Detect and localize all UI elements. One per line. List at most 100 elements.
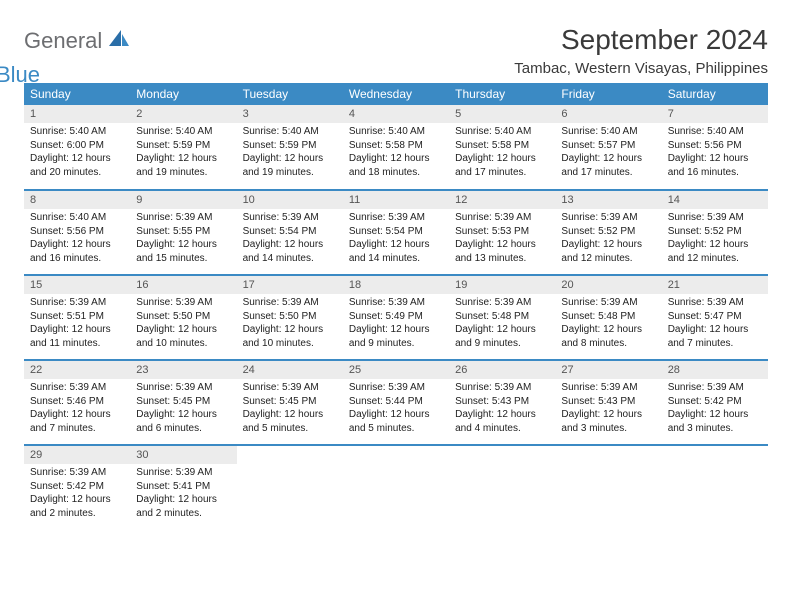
- daylight-line: Daylight: 12 hours and 2 minutes.: [30, 493, 124, 520]
- sunrise-line: Sunrise: 5:39 AM: [455, 211, 549, 225]
- header-right: September 2024 Tambac, Western Visayas, …: [514, 24, 768, 77]
- sunrise-line: Sunrise: 5:39 AM: [30, 466, 124, 480]
- day-number: 14: [662, 191, 768, 209]
- sunset-line: Sunset: 5:48 PM: [561, 310, 655, 324]
- day-details: Sunrise: 5:39 AMSunset: 5:46 PMDaylight:…: [24, 379, 130, 439]
- sunrise-line: Sunrise: 5:39 AM: [136, 381, 230, 395]
- calendar-day-cell: 18Sunrise: 5:39 AMSunset: 5:49 PMDayligh…: [343, 275, 449, 360]
- daylight-line: Daylight: 12 hours and 9 minutes.: [455, 323, 549, 350]
- calendar-page: General Blue September 2024 Tambac, West…: [0, 0, 792, 530]
- sunset-line: Sunset: 5:53 PM: [455, 225, 549, 239]
- day-details: Sunrise: 5:39 AMSunset: 5:47 PMDaylight:…: [662, 294, 768, 354]
- calendar-day-cell: 16Sunrise: 5:39 AMSunset: 5:50 PMDayligh…: [130, 275, 236, 360]
- day-number: 15: [24, 276, 130, 294]
- day-number: 1: [24, 105, 130, 123]
- calendar-day-cell: 17Sunrise: 5:39 AMSunset: 5:50 PMDayligh…: [237, 275, 343, 360]
- sunset-line: Sunset: 5:43 PM: [561, 395, 655, 409]
- calendar-day-cell: 4Sunrise: 5:40 AMSunset: 5:58 PMDaylight…: [343, 105, 449, 190]
- calendar-day-cell: [343, 445, 449, 530]
- sunrise-line: Sunrise: 5:39 AM: [561, 381, 655, 395]
- daylight-line: Daylight: 12 hours and 16 minutes.: [668, 152, 762, 179]
- day-details: Sunrise: 5:39 AMSunset: 5:44 PMDaylight:…: [343, 379, 449, 439]
- sunrise-line: Sunrise: 5:39 AM: [136, 466, 230, 480]
- day-number: 28: [662, 361, 768, 379]
- sunrise-line: Sunrise: 5:40 AM: [455, 125, 549, 139]
- day-details: Sunrise: 5:39 AMSunset: 5:50 PMDaylight:…: [130, 294, 236, 354]
- day-number: 10: [237, 191, 343, 209]
- daylight-line: Daylight: 12 hours and 5 minutes.: [349, 408, 443, 435]
- sunset-line: Sunset: 5:45 PM: [136, 395, 230, 409]
- sunset-line: Sunset: 5:56 PM: [668, 139, 762, 153]
- sunset-line: Sunset: 5:54 PM: [243, 225, 337, 239]
- day-details: Sunrise: 5:39 AMSunset: 5:45 PMDaylight:…: [237, 379, 343, 439]
- calendar-day-cell: 27Sunrise: 5:39 AMSunset: 5:43 PMDayligh…: [555, 360, 661, 445]
- sunset-line: Sunset: 5:47 PM: [668, 310, 762, 324]
- sunset-line: Sunset: 5:54 PM: [349, 225, 443, 239]
- sunrise-line: Sunrise: 5:39 AM: [668, 296, 762, 310]
- calendar-day-cell: 7 Sunrise: 5:40 AMSunset: 5:56 PMDaylight…: [662, 105, 768, 190]
- daylight-line: Daylight: 12 hours and 5 minutes.: [243, 408, 337, 435]
- logo-word-general: General: [24, 28, 102, 53]
- sunset-line: Sunset: 5:42 PM: [668, 395, 762, 409]
- daylight-line: Daylight: 12 hours and 19 minutes.: [136, 152, 230, 179]
- sunset-line: Sunset: 5:58 PM: [349, 139, 443, 153]
- daylight-line: Daylight: 12 hours and 10 minutes.: [136, 323, 230, 350]
- weekday-header-row: SundayMondayTuesdayWednesdayThursdayFrid…: [24, 83, 768, 105]
- calendar-day-cell: 22Sunrise: 5:39 AMSunset: 5:46 PMDayligh…: [24, 360, 130, 445]
- day-details: Sunrise: 5:40 AMSunset: 6:00 PMDaylight:…: [24, 123, 130, 183]
- day-number: 25: [343, 361, 449, 379]
- day-number: 9: [130, 191, 236, 209]
- daylight-line: Daylight: 12 hours and 13 minutes.: [455, 238, 549, 265]
- page-header: General Blue September 2024 Tambac, West…: [24, 24, 768, 77]
- sunset-line: Sunset: 5:48 PM: [455, 310, 549, 324]
- calendar-day-cell: 12Sunrise: 5:39 AMSunset: 5:53 PMDayligh…: [449, 190, 555, 275]
- daylight-line: Daylight: 12 hours and 15 minutes.: [136, 238, 230, 265]
- daylight-line: Daylight: 12 hours and 7 minutes.: [30, 408, 124, 435]
- sunrise-line: Sunrise: 5:39 AM: [561, 211, 655, 225]
- day-details: Sunrise: 5:40 AMSunset: 5:58 PMDaylight:…: [449, 123, 555, 183]
- calendar-day-cell: 24Sunrise: 5:39 AMSunset: 5:45 PMDayligh…: [237, 360, 343, 445]
- weekday-header: Friday: [555, 83, 661, 105]
- sunrise-line: Sunrise: 5:39 AM: [136, 211, 230, 225]
- sunrise-line: Sunrise: 5:39 AM: [243, 381, 337, 395]
- sunset-line: Sunset: 5:59 PM: [136, 139, 230, 153]
- day-details: Sunrise: 5:39 AMSunset: 5:43 PMDaylight:…: [449, 379, 555, 439]
- logo-word-blue: Blue: [0, 62, 40, 87]
- daylight-line: Daylight: 12 hours and 6 minutes.: [136, 408, 230, 435]
- day-number: 26: [449, 361, 555, 379]
- sunrise-line: Sunrise: 5:40 AM: [668, 125, 762, 139]
- month-title: September 2024: [514, 24, 768, 56]
- calendar-day-cell: 10Sunrise: 5:39 AMSunset: 5:54 PMDayligh…: [237, 190, 343, 275]
- day-details: Sunrise: 5:39 AMSunset: 5:42 PMDaylight:…: [662, 379, 768, 439]
- calendar-table: SundayMondayTuesdayWednesdayThursdayFrid…: [24, 83, 768, 530]
- sunrise-line: Sunrise: 5:39 AM: [455, 296, 549, 310]
- calendar-day-cell: [662, 445, 768, 530]
- logo-text: General Blue: [24, 28, 131, 72]
- daylight-line: Daylight: 12 hours and 10 minutes.: [243, 323, 337, 350]
- calendar-week-row: 15Sunrise: 5:39 AMSunset: 5:51 PMDayligh…: [24, 275, 768, 360]
- calendar-day-cell: 8Sunrise: 5:40 AMSunset: 5:56 PMDaylight…: [24, 190, 130, 275]
- daylight-line: Daylight: 12 hours and 17 minutes.: [561, 152, 655, 179]
- day-number: 22: [24, 361, 130, 379]
- day-number: 13: [555, 191, 661, 209]
- calendar-day-cell: 29Sunrise: 5:39 AMSunset: 5:42 PMDayligh…: [24, 445, 130, 530]
- day-number: 8: [24, 191, 130, 209]
- calendar-day-cell: 2Sunrise: 5:40 AMSunset: 5:59 PMDaylight…: [130, 105, 236, 190]
- day-number: 19: [449, 276, 555, 294]
- day-details: Sunrise: 5:39 AMSunset: 5:53 PMDaylight:…: [449, 209, 555, 269]
- day-number: 23: [130, 361, 236, 379]
- daylight-line: Daylight: 12 hours and 3 minutes.: [668, 408, 762, 435]
- day-details: Sunrise: 5:39 AMSunset: 5:41 PMDaylight:…: [130, 464, 236, 524]
- weekday-header: Wednesday: [343, 83, 449, 105]
- sunrise-line: Sunrise: 5:39 AM: [455, 381, 549, 395]
- daylight-line: Daylight: 12 hours and 19 minutes.: [243, 152, 337, 179]
- sunrise-line: Sunrise: 5:39 AM: [243, 211, 337, 225]
- daylight-line: Daylight: 12 hours and 18 minutes.: [349, 152, 443, 179]
- calendar-day-cell: 26Sunrise: 5:39 AMSunset: 5:43 PMDayligh…: [449, 360, 555, 445]
- sunset-line: Sunset: 5:44 PM: [349, 395, 443, 409]
- day-details: Sunrise: 5:40 AMSunset: 5:59 PMDaylight:…: [237, 123, 343, 183]
- day-details: Sunrise: 5:39 AMSunset: 5:49 PMDaylight:…: [343, 294, 449, 354]
- weekday-header: Monday: [130, 83, 236, 105]
- day-number: 7: [662, 105, 768, 123]
- daylight-line: Daylight: 12 hours and 12 minutes.: [668, 238, 762, 265]
